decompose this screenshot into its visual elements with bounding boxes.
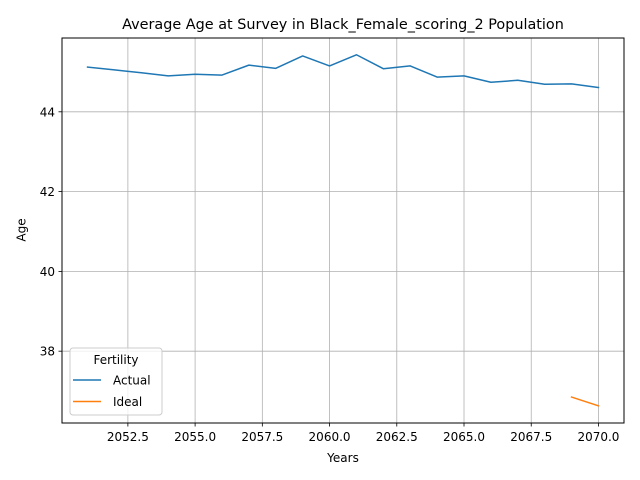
legend-label-ideal: Ideal — [113, 395, 142, 409]
series-layer — [86, 54, 600, 407]
y-axis-label: Age — [15, 218, 29, 241]
y-tick-label: 38 — [40, 345, 55, 359]
legend-title: Fertility — [93, 353, 138, 367]
x-tick-label: 2060.0 — [309, 430, 351, 444]
legend-box — [69, 347, 163, 416]
x-tick-label: 2052.5 — [107, 430, 149, 444]
tick-layer: 2052.5 2055.0 2057.5 2060.0 2062.5 2065.0 2067… — [40, 105, 620, 444]
y-tick-label: 44 — [40, 105, 55, 119]
x-tick-label: 2070.0 — [577, 430, 619, 444]
legend-label-actual: Actual — [113, 374, 151, 388]
y-tick-label: 42 — [40, 185, 55, 199]
x-tick-label: 2067.5 — [510, 430, 552, 444]
plot-frame — [61, 37, 625, 424]
series-line-ideal — [570, 396, 600, 407]
y-tick-label: 40 — [40, 265, 55, 279]
x-tick-label: 2062.5 — [376, 430, 418, 444]
x-tick-label: 2057.5 — [241, 430, 283, 444]
chart-title: Average Age at Survey in Black_Female_sc… — [122, 17, 564, 33]
series-line-actual — [86, 54, 600, 89]
x-tick-label: 2055.0 — [174, 430, 216, 444]
x-tick-label: 2065.0 — [443, 430, 485, 444]
legend-entries: Actual Ideal — [73, 374, 151, 409]
legend: Fertility Actual Ideal — [69, 347, 163, 416]
x-axis-label: Years — [326, 451, 359, 465]
